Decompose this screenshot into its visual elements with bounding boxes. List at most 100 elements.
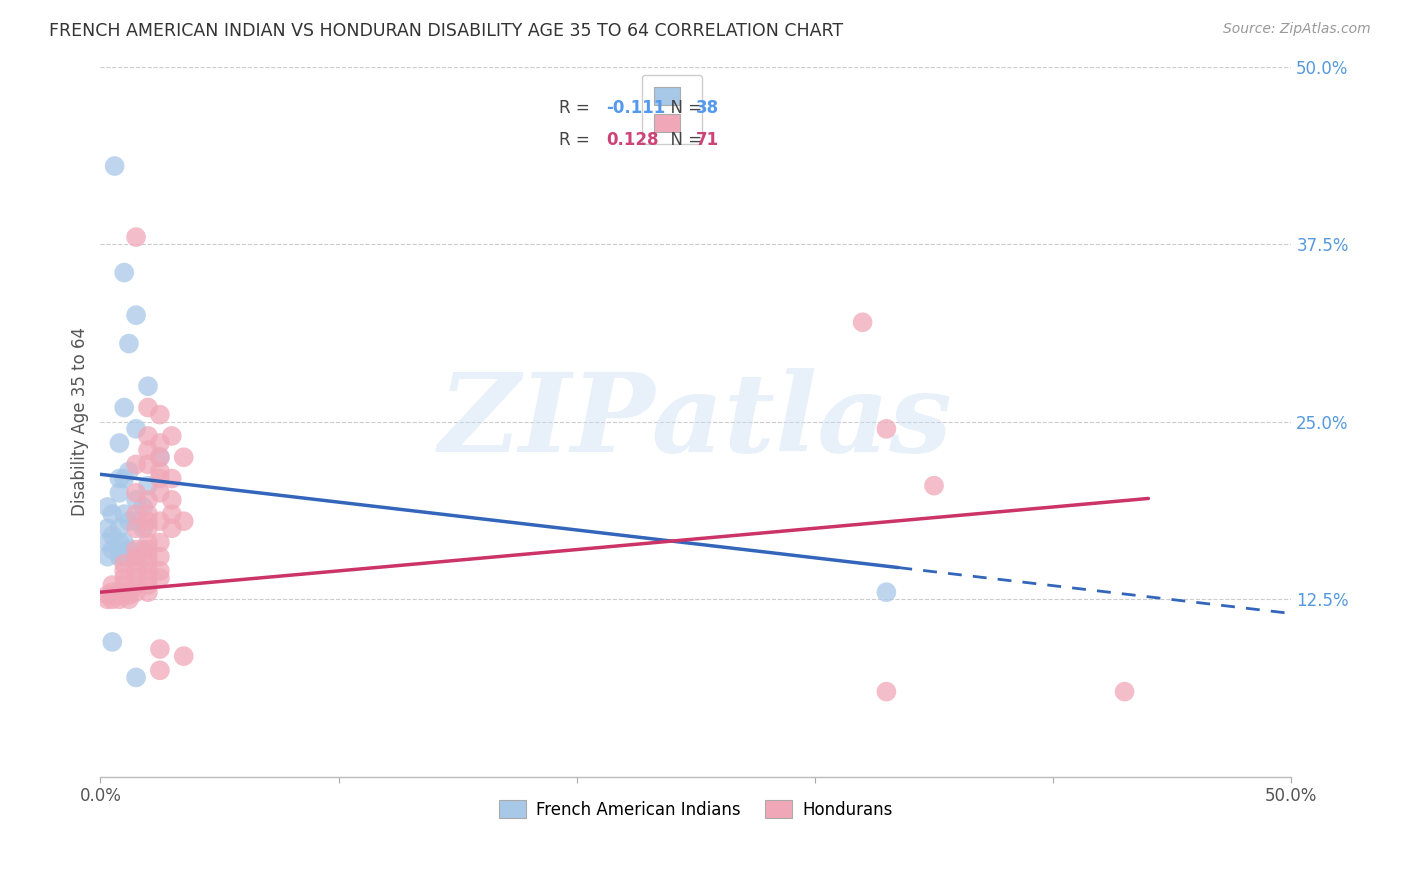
Point: [112, 266, 135, 280]
Point: [96, 535, 118, 549]
Point: [125, 507, 148, 521]
Point: [1114, 684, 1136, 698]
Point: [136, 429, 159, 443]
Point: [125, 571, 148, 585]
Point: [104, 159, 127, 173]
Point: [136, 521, 159, 535]
Point: [108, 485, 131, 500]
Point: [149, 642, 172, 657]
Point: [108, 436, 131, 450]
Point: [149, 450, 172, 465]
Text: FRENCH AMERICAN INDIAN VS HONDURAN DISABILITY AGE 35 TO 64 CORRELATION CHART: FRENCH AMERICAN INDIAN VS HONDURAN DISAB…: [49, 22, 844, 40]
Point: [149, 571, 172, 585]
Point: [922, 478, 945, 492]
Point: [101, 507, 124, 521]
Point: [125, 485, 148, 500]
Point: [136, 443, 159, 458]
Point: [96, 521, 118, 535]
Point: [125, 564, 148, 578]
Point: [112, 549, 135, 564]
Point: [96, 549, 118, 564]
Point: [112, 471, 135, 485]
Point: [136, 571, 159, 585]
Point: [112, 571, 135, 585]
Point: [125, 492, 148, 507]
Point: [118, 588, 141, 602]
Point: [136, 401, 159, 415]
Point: [96, 592, 118, 607]
Point: [136, 585, 159, 599]
Text: 71: 71: [696, 130, 718, 149]
Point: [160, 429, 183, 443]
Point: [125, 521, 148, 535]
Point: [160, 507, 183, 521]
Point: [125, 308, 148, 322]
Point: [125, 514, 148, 528]
Point: [112, 564, 135, 578]
Point: [118, 542, 141, 557]
Point: [149, 471, 172, 485]
Point: [160, 521, 183, 535]
Point: [125, 549, 148, 564]
Point: [132, 521, 155, 535]
Point: [149, 564, 172, 578]
Text: N =: N =: [659, 130, 707, 149]
Point: [112, 578, 135, 592]
Point: [125, 585, 148, 599]
Point: [149, 535, 172, 549]
Point: [851, 315, 873, 329]
Point: [125, 230, 148, 244]
Point: [118, 592, 141, 607]
Point: [136, 379, 159, 393]
Point: [108, 521, 131, 535]
Point: [96, 500, 118, 514]
Point: [125, 578, 148, 592]
Point: [149, 465, 172, 479]
Point: [173, 649, 195, 664]
Point: [96, 588, 118, 602]
Point: [149, 408, 172, 422]
Point: [149, 436, 172, 450]
Text: R =: R =: [558, 130, 595, 149]
Point: [118, 514, 141, 528]
Point: [101, 635, 124, 649]
Point: [108, 471, 131, 485]
Legend: French American Indians, Hondurans: French American Indians, Hondurans: [492, 793, 900, 825]
Point: [160, 471, 183, 485]
Point: [136, 492, 159, 507]
Text: 0.128: 0.128: [606, 130, 659, 149]
Point: [108, 549, 131, 564]
Point: [136, 458, 159, 472]
Point: [136, 549, 159, 564]
Point: [136, 478, 159, 492]
Point: [136, 557, 159, 571]
Y-axis label: Disability Age 35 to 64: Disability Age 35 to 64: [72, 327, 89, 516]
Point: [101, 585, 124, 599]
Point: [101, 588, 124, 602]
Point: [136, 578, 159, 592]
Point: [101, 578, 124, 592]
Text: -0.111: -0.111: [606, 98, 666, 117]
Point: [149, 514, 172, 528]
Point: [101, 592, 124, 607]
Point: [132, 500, 155, 514]
Point: [118, 465, 141, 479]
Point: [112, 401, 135, 415]
Text: ZIPatlas: ZIPatlas: [439, 368, 953, 475]
Point: [125, 670, 148, 684]
Point: [149, 485, 172, 500]
Point: [108, 592, 131, 607]
Point: [132, 542, 155, 557]
Point: [875, 422, 897, 436]
Point: [149, 663, 172, 677]
Point: [112, 585, 135, 599]
Text: N =: N =: [659, 98, 707, 117]
Point: [108, 588, 131, 602]
Point: [149, 450, 172, 465]
Point: [108, 535, 131, 549]
Point: [125, 422, 148, 436]
Point: [136, 507, 159, 521]
Text: 38: 38: [696, 98, 718, 117]
Point: [136, 542, 159, 557]
Point: [136, 535, 159, 549]
